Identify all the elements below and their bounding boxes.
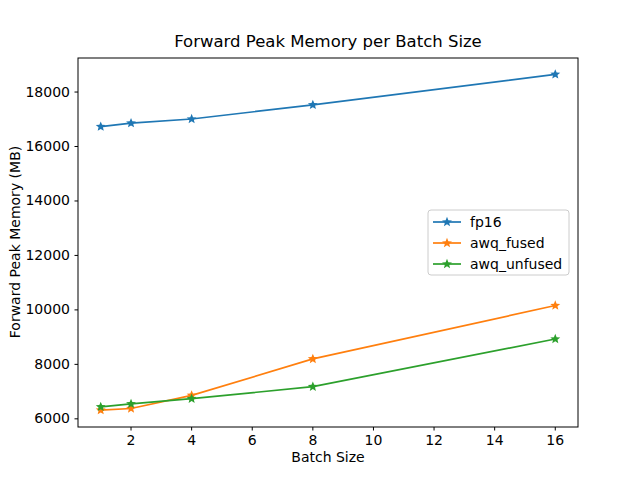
y-tick-label: 10000 bbox=[25, 301, 70, 317]
y-tick-label: 16000 bbox=[25, 138, 70, 154]
y-tick-label: 18000 bbox=[25, 84, 70, 100]
y-tick-label: 8000 bbox=[34, 356, 70, 372]
y-tick-label: 6000 bbox=[34, 410, 70, 426]
y-tick-label: 14000 bbox=[25, 192, 70, 208]
legend-label-awq_unfused: awq_unfused bbox=[470, 256, 562, 272]
figure: Forward Peak Memory per Batch Size 2 4 6 8 1… bbox=[0, 0, 640, 480]
x-tick-label: 16 bbox=[546, 432, 564, 448]
y-axis-label: Forward Peak Memory (MB) bbox=[7, 146, 23, 338]
chart-svg: Forward Peak Memory per Batch Size 2 4 6 8 1… bbox=[0, 0, 640, 480]
x-tick-label: 14 bbox=[486, 432, 504, 448]
legend-label-fp16: fp16 bbox=[470, 214, 502, 230]
y-tick-label: 12000 bbox=[25, 247, 70, 263]
legend-label-awq_fused: awq_fused bbox=[470, 235, 545, 251]
x-tick-label: 6 bbox=[248, 432, 257, 448]
x-tick-label: 2 bbox=[127, 432, 136, 448]
legend: fp16 awq_fused awq_unfused bbox=[428, 210, 569, 275]
x-tick-label: 10 bbox=[365, 432, 383, 448]
x-axis-label: Batch Size bbox=[291, 449, 364, 465]
x-tick-label: 4 bbox=[187, 432, 196, 448]
x-tick-label: 8 bbox=[308, 432, 317, 448]
chart-title: Forward Peak Memory per Batch Size bbox=[174, 32, 482, 51]
x-tick-label: 12 bbox=[425, 432, 443, 448]
